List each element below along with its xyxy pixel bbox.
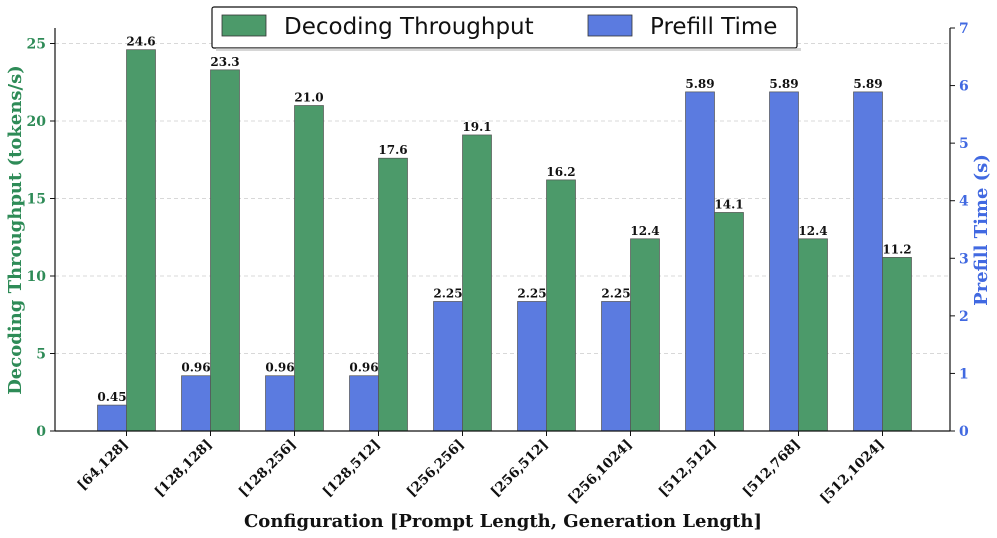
bar-decoding-throughput	[714, 212, 744, 432]
x-tick-label: [128,128]	[152, 437, 216, 501]
value-label-prefill-time: 2.25	[601, 286, 630, 300]
value-label-prefill-time: 2.25	[433, 286, 462, 300]
bar-decoding-throughput	[546, 179, 576, 432]
bars-layer	[97, 49, 912, 432]
legend-label-decoding-throughput: Decoding Throughput	[284, 14, 534, 40]
bar-decoding-throughput	[462, 134, 492, 432]
value-label-prefill-time: 5.89	[853, 77, 882, 91]
legend: Decoding Throughput Prefill Time	[211, 6, 801, 51]
y-left-tick-label: 15	[27, 192, 46, 208]
y-left-tick-label: 10	[27, 269, 47, 285]
legend-swatch-prefill-time	[587, 14, 633, 37]
value-label-decoding-throughput: 14.1	[714, 197, 743, 211]
value-labels: 0.45 24.6 0.96 23.3 0.96 21.0 0.96 17.6 2.25 19.1…	[97, 35, 911, 404]
value-label-decoding-throughput: 21.0	[294, 91, 323, 105]
axes-layer: 0 5 10 15 20 25 0 1 2 3 4 5 6 7	[27, 21, 969, 440]
x-tick-label: [64,128]	[74, 437, 131, 494]
x-tick-label: [256,256]	[404, 437, 468, 501]
x-tick-label: [256,1024]	[565, 437, 635, 507]
y-axis-right-title: Prefill Time (s)	[971, 154, 992, 306]
bar-decoding-throughput	[630, 238, 660, 432]
y-left-tick-label: 25	[27, 37, 46, 53]
bar-prefill-time	[181, 375, 211, 432]
value-label-prefill-time: 0.96	[181, 361, 210, 375]
bar-prefill-time	[433, 301, 463, 432]
bar-decoding-throughput	[294, 105, 324, 432]
bar-decoding-throughput	[210, 69, 240, 432]
bar-decoding-throughput	[798, 238, 828, 432]
bar-prefill-time	[349, 375, 379, 432]
x-tick-label: [512,1024]	[817, 437, 887, 507]
legend-swatch-decoding-throughput	[221, 14, 267, 37]
y-left-tick-label: 20	[27, 114, 47, 130]
y-right-tick-label: 6	[959, 79, 969, 95]
value-label-decoding-throughput: 12.4	[630, 224, 659, 238]
value-label-decoding-throughput: 23.3	[210, 55, 239, 69]
value-label-prefill-time: 0.96	[349, 361, 378, 375]
bar-decoding-throughput	[378, 157, 408, 432]
x-tick-label: [512,768]	[740, 437, 804, 501]
y-left-tick-label: 0	[36, 424, 46, 440]
y-right-tick-label: 7	[959, 21, 969, 37]
x-tick-label: [128,256]	[236, 437, 300, 501]
bar-prefill-time	[853, 91, 883, 432]
value-label-decoding-throughput: 12.4	[798, 224, 827, 238]
legend-shadow	[216, 48, 801, 51]
y-axis-left-title: Decoding Throughput (tokens/s)	[5, 65, 26, 395]
bar-decoding-throughput	[882, 257, 912, 432]
y-right-tick-label: 2	[959, 309, 969, 325]
value-label-prefill-time: 0.96	[265, 361, 294, 375]
x-axis-title: Configuration [Prompt Length, Generation…	[244, 511, 762, 532]
value-label-decoding-throughput: 17.6	[378, 143, 407, 157]
bar-prefill-time	[265, 375, 295, 432]
value-label-decoding-throughput: 11.2	[882, 242, 911, 256]
bar-prefill-time	[685, 91, 715, 432]
x-tick-label: [512,512]	[656, 437, 720, 501]
x-tick-label: [256,512]	[488, 437, 552, 501]
value-label-prefill-time: 2.25	[517, 286, 546, 300]
value-label-decoding-throughput: 24.6	[126, 35, 155, 49]
y-right-tick-label: 1	[959, 366, 969, 382]
bar-decoding-throughput	[126, 49, 156, 432]
y-right-tick-label: 5	[959, 136, 969, 152]
bar-prefill-time	[769, 91, 799, 432]
value-label-prefill-time: 5.89	[685, 77, 714, 91]
y-right-tick-label: 4	[959, 194, 969, 210]
y-right-tick-label: 0	[959, 424, 969, 440]
y-left-tick-label: 5	[36, 347, 46, 363]
bar-prefill-time	[601, 301, 631, 432]
value-label-decoding-throughput: 19.1	[462, 120, 491, 134]
value-label-prefill-time: 5.89	[769, 77, 798, 91]
x-tick-labels: [64,128] [128,128] [128,256] [128,512] [256,…	[74, 437, 887, 507]
value-label-prefill-time: 0.45	[97, 390, 126, 404]
x-tick-label: [128,512]	[320, 437, 384, 501]
legend-label-prefill-time: Prefill Time	[650, 14, 777, 40]
value-label-decoding-throughput: 16.2	[546, 165, 575, 179]
bar-prefill-time	[517, 301, 547, 432]
y-right-tick-label: 3	[959, 251, 969, 267]
bar-prefill-time	[97, 404, 127, 432]
